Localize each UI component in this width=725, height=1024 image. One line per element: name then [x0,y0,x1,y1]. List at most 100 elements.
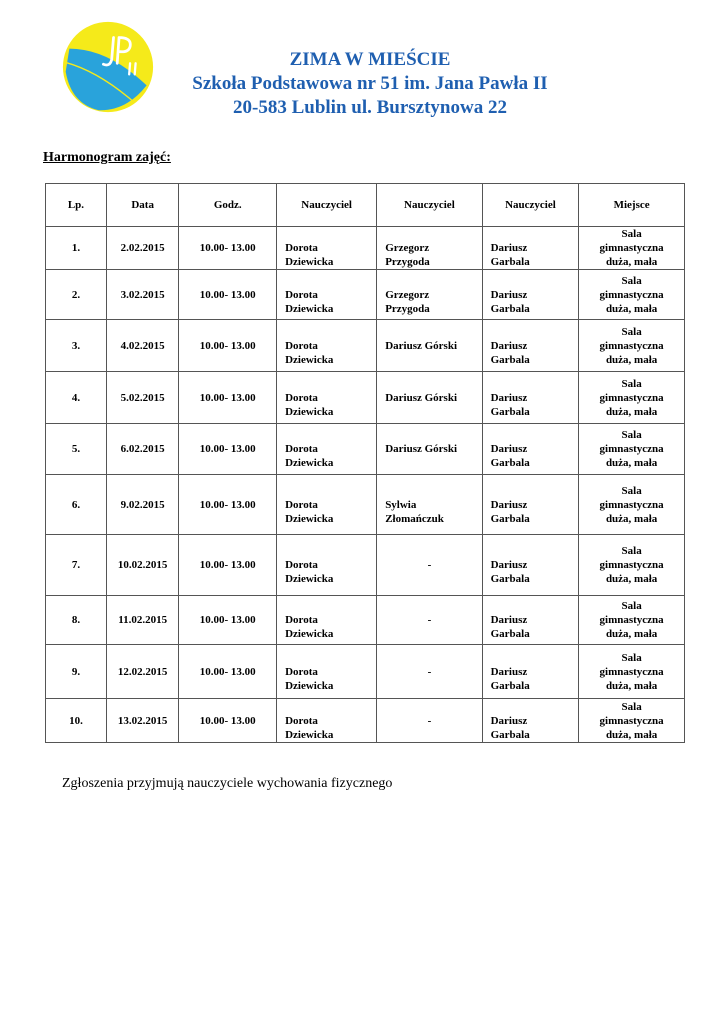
teacher3-cell-line: Garbala [490,256,530,268]
teacher2-cell: Grzegorz Przygoda [376,226,483,270]
teacher2-cell-line: Dariusz Górski [385,391,457,404]
teacher3-cell-line: Dariusz [490,559,528,571]
header-title: ZIMA W MIEŚCIE [289,49,451,70]
teacher2-cell: - [376,698,483,743]
teacher1-cell-line: Dorota [285,498,318,511]
place-cell-line: duża, mała [605,679,658,692]
table-row: 2. 3.02.2015 10.00- 13.00 Dorota Dziewicka Gr… [45,269,685,320]
teacher3-cell-line: Garbala [490,353,530,366]
time-cell-line: 10.00- 13.00 [199,614,256,626]
place-cell: Sala gimnastyczna duża, mała [578,423,685,475]
teacher1-cell: Dorota Dziewicka [276,474,378,535]
teacher2-cell: Dariusz Górski [376,423,483,475]
place-cell-line: gimnastyczna [599,665,664,678]
time-cell-line: 10.00- 13.00 [199,665,256,678]
teacher2-cell-line: - [427,665,432,678]
teacher3-cell-line: Dariusz [490,288,528,301]
lp-cell-line: 8. [71,614,81,626]
column-header: Nauczyciel [276,183,378,227]
teacher3-cell: Dariusz Garbala [481,371,580,424]
time-cell-line: 10.00- 13.00 [199,288,256,301]
place-cell: Sala gimnastyczna duża, mała [578,269,685,320]
teacher1-cell: Dorota Dziewicka [276,644,378,699]
teacher2-cell-line: - [427,714,432,727]
time-cell-line: 10.00- 13.00 [199,443,256,455]
teacher2-cell: Dariusz Górski [376,371,483,424]
table-row: 7. 10.02.2015 10.00- 13.00 Dorota Dziewicka -… [45,534,685,596]
teacher3-cell-line: Garbala [490,573,530,585]
teacher1-cell-line: Dorota [285,391,318,404]
teacher1-cell: Dorota Dziewicka [276,423,378,475]
teacher3-cell: Dariusz Garbala [481,595,580,645]
teacher3-cell: Dariusz Garbala [481,698,580,743]
place-cell-line: gimnastyczna [599,559,664,571]
time-cell-line: 10.00- 13.00 [199,339,256,352]
teacher1-cell-line: Dorota [285,665,318,678]
teacher1-cell-line: Dziewicka [285,302,334,315]
date-cell: 3.02.2015 [105,269,180,320]
table-row: 6. 9.02.2015 10.00- 13.00 Dorota Dziewicka Sy… [45,474,685,535]
time-cell: 10.00- 13.00 [178,474,278,535]
place-cell: Sala gimnastyczna duża, mała [578,474,685,535]
place-cell-line: Sala [621,228,642,240]
date-cell-line: 3.02.2015 [120,288,165,301]
teacher3-cell-line: Dariusz [490,339,528,352]
teacher1-cell: Dorota Dziewicka [276,698,378,743]
place-cell-line: duża, mała [605,256,658,268]
place-cell-line: Sala [621,700,642,713]
time-cell: 10.00- 13.00 [178,698,278,743]
date-cell: 6.02.2015 [105,423,180,475]
lp-cell-line: 4. [71,391,81,404]
date-cell-line: 11.02.2015 [118,614,168,626]
teacher1-cell: Dorota Dziewicka [276,595,378,645]
teacher2-cell: - [376,644,483,699]
teacher1-cell: Dorota Dziewicka [276,371,378,424]
teacher1-cell-line: Dorota [285,714,318,727]
place-cell-line: gimnastyczna [599,391,664,404]
teacher1-cell-line: Dziewicka [285,256,334,268]
teacher3-cell-line: Dariusz [490,614,528,626]
time-cell-line: 10.00- 13.00 [199,242,256,254]
lp-cell-line: 7. [71,559,81,571]
teacher2-cell-line: Grzegorz [385,242,430,254]
teacher3-cell: Dariusz Garbala [481,319,580,372]
column-header: Lp. [45,183,107,227]
school-logo [62,21,154,113]
lp-cell-line: 10. [69,714,83,727]
teacher3-cell-line: Garbala [490,628,530,640]
date-cell-line: 9.02.2015 [120,498,165,511]
teacher3-cell-line: Dariusz [490,391,528,404]
teacher3-cell-line: Garbala [490,457,530,469]
teacher3-cell-line: Garbala [490,405,530,418]
teacher2-cell-line: - [427,559,432,571]
time-cell-line: 10.00- 13.00 [199,714,256,727]
column-header: Godz. [178,183,278,227]
teacher2-cell-line: Przygoda [385,302,430,315]
lp-cell: 6. [45,474,107,535]
teacher1-cell-line: Dziewicka [285,628,334,640]
teacher1-cell-line: Dziewicka [285,457,334,469]
date-cell-line: 4.02.2015 [120,339,165,352]
teacher1-cell-line: Dorota [285,339,318,352]
place-cell-line: gimnastyczna [599,242,664,254]
date-cell: 4.02.2015 [105,319,180,372]
place-cell-line: gimnastyczna [599,714,664,727]
lp-cell: 4. [45,371,107,424]
date-cell: 13.02.2015 [105,698,180,743]
place-cell-line: Sala [621,484,642,497]
lp-cell: 9. [45,644,107,699]
lp-cell: 10. [45,698,107,743]
table-row: 5. 6.02.2015 10.00- 13.00 Dorota Dziewicka Da… [45,423,685,475]
date-cell: 12.02.2015 [105,644,180,699]
place-cell: Sala gimnastyczna duża, mała [578,534,685,596]
lp-cell-line: 2. [71,288,81,301]
date-cell-line: 6.02.2015 [120,443,165,455]
date-cell: 11.02.2015 [105,595,180,645]
teacher3-cell: Dariusz Garbala [481,474,580,535]
teacher1-cell-line: Dorota [285,614,318,626]
lp-cell: 2. [45,269,107,320]
lp-cell: 7. [45,534,107,596]
place-cell-line: Sala [621,600,642,612]
teacher3-cell-line: Dariusz [490,242,528,254]
place-cell-line: gimnastyczna [599,443,664,455]
